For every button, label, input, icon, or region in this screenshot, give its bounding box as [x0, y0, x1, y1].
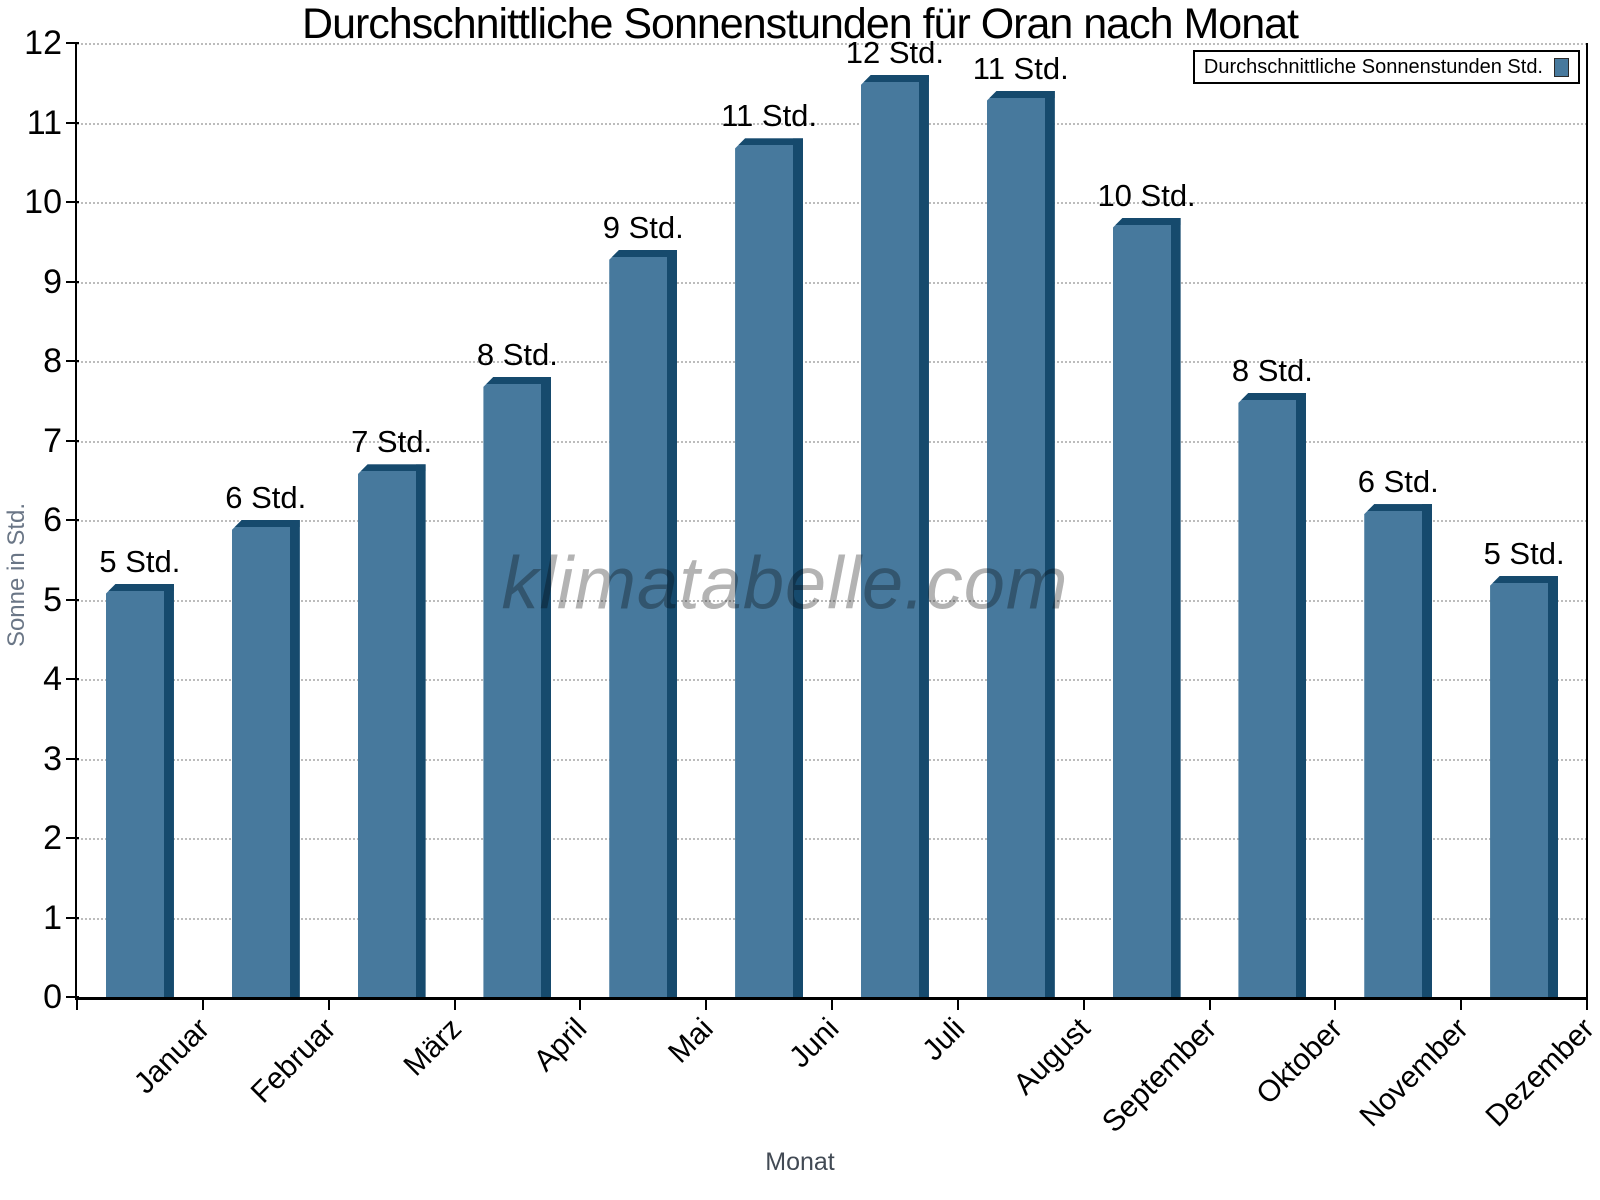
gridline-6	[77, 520, 1587, 522]
y-tick-label-8: 8	[43, 342, 62, 380]
bar-juni	[735, 138, 804, 997]
bar-september	[1112, 217, 1181, 997]
x-tick-mark-11	[1460, 1000, 1463, 1010]
x-tick-mark-6	[831, 1000, 833, 1010]
legend-swatch-icon	[1554, 57, 1569, 77]
y-tick-mark-3	[66, 757, 79, 760]
bar-mai	[609, 249, 678, 997]
x-tick-mark-3	[453, 1000, 456, 1010]
x-tick-mark-9	[1208, 1000, 1211, 1010]
x-tick-mark-8	[1082, 1000, 1085, 1010]
y-tick-mark-8	[66, 360, 79, 362]
x-tick-label-september: September	[1095, 1012, 1223, 1140]
y-tick-mark-9	[66, 280, 79, 283]
x-tick-label-august: August	[1007, 1012, 1098, 1102]
bar-value-label-februar: 6 Std.	[225, 480, 307, 515]
bar-dezember	[1490, 575, 1559, 997]
y-tick-label-7: 7	[43, 421, 62, 460]
x-axis-title: Monat	[765, 1148, 835, 1176]
legend: Durchschnittliche Sonnenstunden Std.	[1192, 50, 1580, 84]
right-border-line	[1586, 43, 1588, 999]
x-tick-mark-5	[705, 1000, 708, 1010]
gridline-11	[77, 122, 1587, 125]
gridline-12	[77, 43, 1587, 45]
y-tick-label-11: 11	[26, 103, 62, 142]
x-tick-label-oktober: Oktober	[1249, 1012, 1349, 1111]
y-tick-label-0: 0	[43, 978, 62, 1016]
gridline-4	[77, 679, 1587, 681]
x-tick-label-dezember: Dezember	[1479, 1012, 1600, 1134]
bar-februar	[231, 520, 300, 997]
x-tick-label-mai: Mai	[661, 1012, 720, 1070]
x-tick-mark-0	[76, 1000, 78, 1010]
y-tick-label-3: 3	[43, 739, 62, 778]
x-tick-mark-12	[1586, 1000, 1588, 1010]
bar-value-label-januar: 5 Std.	[99, 543, 181, 579]
bar-value-label-märz: 7 Std.	[351, 424, 433, 460]
y-tick-label-6: 6	[43, 501, 62, 539]
bar-januar	[105, 583, 174, 997]
bar-value-label-oktober: 8 Std.	[1231, 352, 1313, 388]
y-tick-mark-12	[66, 42, 79, 44]
y-axis-title: Sonne in Std.	[3, 502, 30, 648]
bar-value-label-september: 10 Std.	[1097, 177, 1196, 213]
x-tick-label-märz: März	[397, 1012, 468, 1083]
plot-area: 5 Std. 6 Std. 7 Std. 8 Std. 9 Std. 11 Std. 12 …	[77, 35, 1587, 997]
x-tick-mark-4	[579, 1000, 582, 1010]
gridline-7	[77, 440, 1587, 443]
gridline-1	[77, 917, 1587, 920]
gridline-5	[77, 599, 1587, 602]
gridline-3	[77, 758, 1587, 761]
y-tick-mark-4	[66, 678, 79, 680]
x-tick-label-juni: Juni	[783, 1012, 846, 1075]
y-tick-mark-0	[66, 996, 79, 998]
bar-value-label-dezember: 5 Std.	[1483, 535, 1565, 571]
y-tick-mark-10	[66, 201, 79, 203]
watermark: klimatabelle.com	[501, 541, 1069, 625]
bar-value-label-august: 11 Std.	[972, 50, 1069, 86]
y-tick-mark-2	[66, 837, 79, 839]
y-tick-label-1: 1	[43, 898, 62, 937]
y-tick-label-10: 10	[24, 183, 62, 221]
gridline-2	[77, 838, 1587, 840]
y-tick-label-5: 5	[43, 580, 62, 619]
chart-title: Durchschnittliche Sonnenstunden für Oran…	[302, 0, 1299, 48]
y-tick-label-2: 2	[43, 819, 62, 857]
bar-märz	[357, 464, 426, 997]
y-tick-mark-7	[66, 439, 79, 442]
x-tick-mark-2	[327, 1000, 330, 1010]
bar-april	[483, 376, 552, 997]
x-tick-label-november: November	[1353, 1012, 1475, 1134]
x-tick-label-juli: Juli	[916, 1012, 972, 1068]
x-tick-label-februar: Februar	[244, 1012, 343, 1110]
x-tick-mark-10	[1334, 1000, 1337, 1010]
x-axis-line	[75, 997, 1588, 1000]
y-tick-mark-11	[66, 121, 79, 124]
bar-juli	[860, 74, 929, 997]
bar-oktober	[1238, 392, 1307, 997]
y-axis-line	[75, 43, 77, 999]
x-tick-mark-1	[201, 1000, 204, 1010]
bar-value-label-april: 8 Std.	[476, 336, 558, 372]
y-tick-label-9: 9	[43, 262, 62, 301]
bar-value-label-november: 6 Std.	[1357, 464, 1439, 500]
y-tick-label-12: 12	[24, 24, 62, 62]
y-tick-mark-5	[66, 598, 79, 601]
bar-november	[1364, 504, 1433, 997]
y-tick-label-4: 4	[43, 660, 62, 698]
y-tick-mark-1	[66, 916, 79, 919]
y-tick-mark-6	[66, 519, 79, 521]
gridline-10	[77, 202, 1587, 204]
bar-value-label-juni: 11 Std.	[721, 98, 818, 134]
legend-label: Durchschnittliche Sonnenstunden Std.	[1203, 55, 1543, 78]
bar-august	[986, 90, 1055, 997]
gridline-8	[77, 361, 1587, 363]
x-tick-mark-7	[956, 1000, 959, 1010]
bar-value-label-mai: 9 Std.	[602, 209, 684, 245]
bar-value-label-juli: 12 Std.	[845, 34, 945, 70]
x-tick-label-januar: Januar	[127, 1012, 217, 1101]
x-tick-label-april: April	[527, 1012, 594, 1078]
gridline-9	[77, 281, 1587, 284]
